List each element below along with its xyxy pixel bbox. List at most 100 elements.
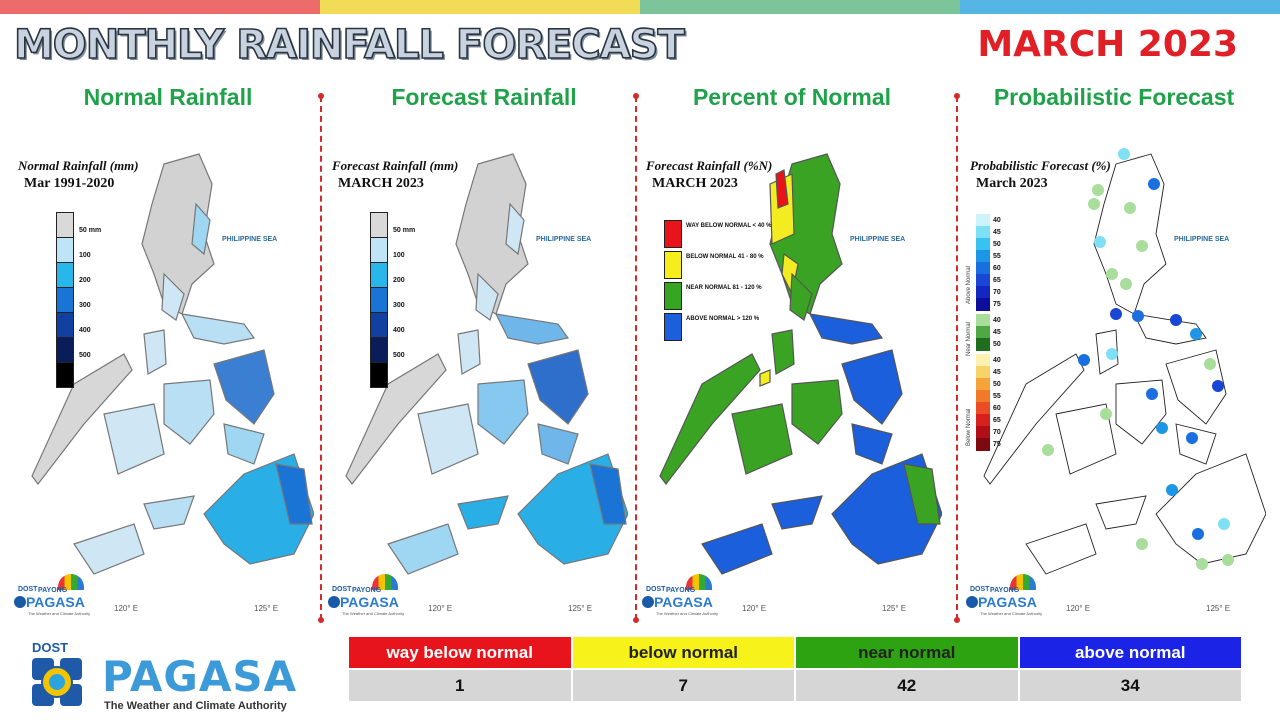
logo-dost: DOST <box>332 586 352 593</box>
legend-swatch: ABOVE NORMAL > 120 % <box>664 313 759 341</box>
logo-pagasa: PAGASA <box>654 594 713 610</box>
legend-swatch: 65 <box>976 274 1001 287</box>
logo-dost: DOST <box>32 640 69 655</box>
panel-heading-percent: Percent of Normal <box>692 84 892 110</box>
probability-legend: 40 45 50 55 60 65 70 75 Above Normal 40 … <box>966 214 1001 454</box>
legend-swatch: 500 <box>370 337 405 363</box>
legend-group-below: 40 45 50 55 60 65 70 75 Below Normal <box>966 354 1001 451</box>
panel-divider <box>954 93 960 623</box>
legend-label: 200 <box>393 277 405 284</box>
legend-label: 300 <box>79 302 91 309</box>
top-bar-yellow <box>320 0 640 14</box>
station-marker <box>1132 310 1144 322</box>
legend-swatch: 70 <box>976 286 1001 299</box>
sea-label: PHILIPPINE SEA <box>1174 236 1230 243</box>
station-count-table: way below normal below normal near norma… <box>347 635 1243 703</box>
count-above-normal: 34 <box>1017 668 1243 703</box>
logo-payong: PAYONG <box>352 587 382 594</box>
legend-label: 65 <box>993 277 1001 284</box>
map-subtitle: MARCH 2023 <box>338 176 424 191</box>
station-marker <box>1120 278 1132 290</box>
logo-pagasa: PAGASA <box>978 594 1037 610</box>
legend-label: 100 <box>79 252 91 259</box>
legend-label: 50 <box>993 381 1001 388</box>
legend-swatch: 400 <box>370 312 405 338</box>
station-marker <box>1218 518 1230 530</box>
station-marker <box>1092 184 1104 196</box>
legend-swatch: 55 <box>976 250 1001 263</box>
logo-tagline: The Weather and Climate Authority <box>656 611 719 616</box>
legend-label: 500 <box>79 352 91 359</box>
legend-label: BELOW NORMAL 41 - 80 % <box>686 254 764 260</box>
probabilistic-forecast-map <box>983 148 1266 575</box>
legend-label: 400 <box>393 327 405 334</box>
station-marker <box>1222 554 1234 566</box>
legend-swatch: 200 <box>370 262 405 288</box>
legend-label: 50 mm <box>79 227 102 234</box>
panel-divider <box>633 93 639 623</box>
legend-label: 55 <box>993 393 1001 400</box>
count-near-normal: 42 <box>794 668 1020 703</box>
logo-wordmark: PAGASA <box>102 652 298 701</box>
legend-swatch: 45 <box>976 326 1001 339</box>
legend-swatch: 300 <box>56 287 91 313</box>
station-marker <box>1166 484 1178 496</box>
legend-label: 70 <box>993 429 1001 436</box>
percent-normal-legend: WAY BELOW NORMAL < 40 % BELOW NORMAL 41 … <box>664 220 771 344</box>
logo-tagline: The Weather and Climate Authority <box>28 611 91 616</box>
logo-pagasa: PAGASA <box>340 594 399 610</box>
station-marker <box>1196 558 1208 570</box>
lon-label-right: 125° E <box>254 604 279 613</box>
lon-label-left: 120° E <box>114 604 139 613</box>
forecast-rainfall-map <box>345 153 628 575</box>
legend-label: 55 <box>993 253 1001 260</box>
legend-label: 400 <box>79 327 91 334</box>
legend-label: 75 <box>993 301 1001 308</box>
forecast-rainfall-map-panel: Forecast Rainfall (mm) MARCH 2023 PHILIP… <box>328 124 628 620</box>
logo-payong: PAYONG <box>990 587 1020 594</box>
legend-swatch: 65 <box>976 414 1001 427</box>
legend-label: 50 <box>993 341 1001 348</box>
probabilistic-forecast-map-panel: Probabilistic Forecast (%) March 2023 PH… <box>966 124 1266 620</box>
umbrella-icon <box>686 574 712 590</box>
legend-swatch: 100 <box>56 237 91 263</box>
top-bar-red <box>0 0 320 14</box>
legend-swatch: 400 <box>56 312 91 338</box>
legend-group-label: Above Normal <box>966 265 972 304</box>
legend-swatch: 40 <box>976 314 1001 327</box>
legend-group-near: 40 45 50 Near Normal <box>966 314 1001 356</box>
map-caption: Probabilistic Forecast (%) <box>970 158 1111 173</box>
legend-swatch: 50 mm <box>370 212 415 238</box>
legend-label: 50 <box>993 241 1001 248</box>
sea-label: PHILIPPINE SEA <box>850 236 906 243</box>
station-marker <box>1106 268 1118 280</box>
category-below-normal: below normal <box>570 635 796 670</box>
legend-group-above: 40 45 50 55 60 65 70 75 Above Normal <box>966 214 1001 311</box>
normal-rainfall-map <box>31 153 314 575</box>
normal-rainfall-map-panel: Normal Rainfall (mm) Mar 1991-2020 PHILI… <box>14 124 314 620</box>
lon-label-right: 125° E <box>882 604 907 613</box>
legend-label: 60 <box>993 265 1001 272</box>
legend-label: 45 <box>993 329 1001 336</box>
lon-label-left: 120° E <box>1066 604 1091 613</box>
pagasa-logo: DOST PAGASA The Weather and Climate Auth… <box>12 640 312 716</box>
pagasa-emblem-icon <box>32 658 82 706</box>
legend-label: 60 <box>993 405 1001 412</box>
lon-label-right: 125° E <box>568 604 593 613</box>
top-bar-green <box>640 0 960 14</box>
legend-label: 300 <box>393 302 405 309</box>
forecast-month: MARCH 2023 <box>977 24 1238 65</box>
map-caption: Normal Rainfall (mm) <box>18 158 139 173</box>
legend-label: 200 <box>79 277 91 284</box>
legend-label: WAY BELOW NORMAL < 40 % <box>686 223 772 229</box>
logo-dost: DOST <box>646 586 666 593</box>
legend-swatch: 60 <box>976 402 1001 415</box>
dost-emblem-icon <box>642 596 654 608</box>
station-marker <box>1088 198 1100 210</box>
legend-swatch: 50 <box>976 238 1001 251</box>
legend-swatch: 200 <box>56 262 91 288</box>
legend-swatch <box>370 362 388 388</box>
station-marker <box>1106 348 1118 360</box>
umbrella-icon <box>58 574 84 590</box>
legend-label: 500 <box>393 352 405 359</box>
